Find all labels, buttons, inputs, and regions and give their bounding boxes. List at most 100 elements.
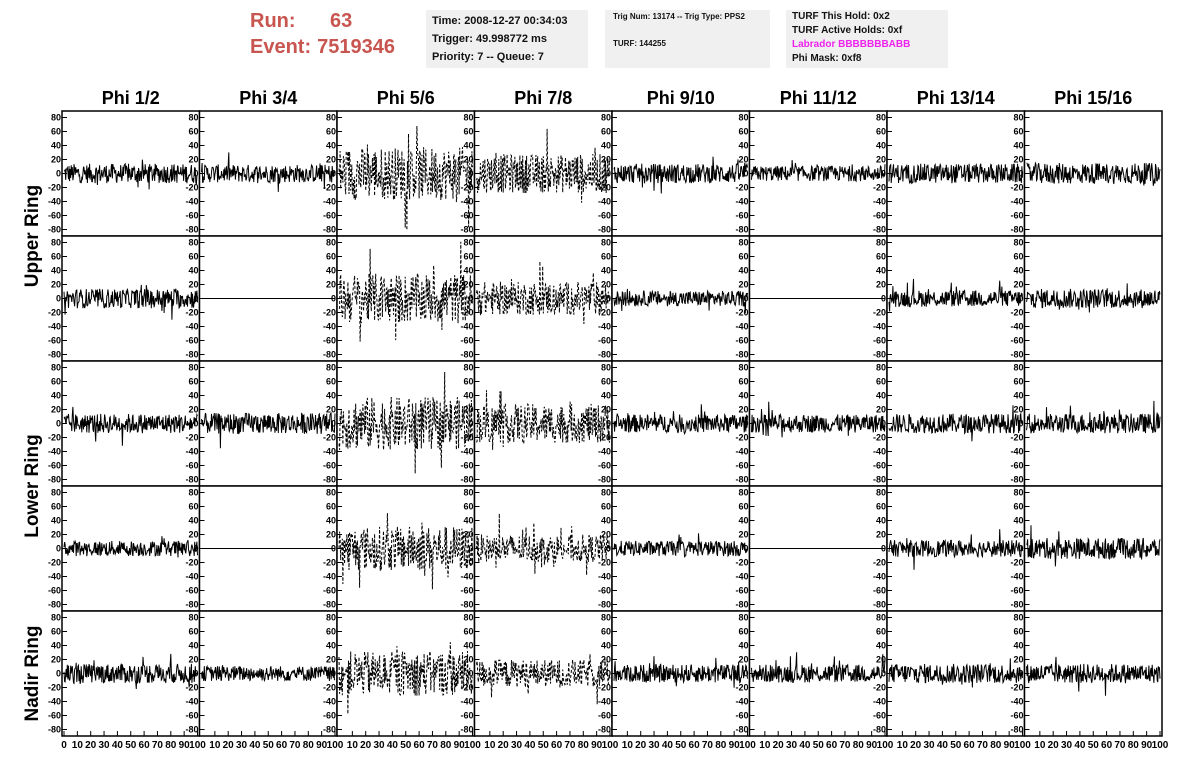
y-tick-label: -40 <box>1010 322 1023 332</box>
y-tick-label: 80 <box>738 363 748 373</box>
y-tick-label: 80 <box>326 363 336 373</box>
y-tick-label: 40 <box>463 141 473 151</box>
y-tick-label: 40 <box>51 141 61 151</box>
row-group-label: Nadir Ring <box>22 625 43 721</box>
x-tick-label: 100 <box>1014 740 1031 751</box>
waveform-trace <box>476 654 611 705</box>
row-group-label: Lower Ring <box>22 434 43 537</box>
y-tick-label: -80 <box>1010 225 1023 235</box>
y-tick-label: -20 <box>323 308 336 318</box>
y-tick-label: 20 <box>188 530 198 540</box>
y-tick-label: -20 <box>460 558 473 568</box>
y-tick-label: 20 <box>51 155 61 165</box>
x-tick-label: 40 <box>799 740 811 751</box>
x-tick-label: 90 <box>1004 740 1016 751</box>
y-tick-label: -60 <box>185 461 198 471</box>
y-tick-label: 0 <box>881 544 886 554</box>
x-tick-label: 40 <box>524 740 536 751</box>
y-tick-label: -40 <box>460 322 473 332</box>
y-tick-label: 0 <box>743 419 748 429</box>
y-tick-label: 0 <box>56 544 61 554</box>
y-tick-label: -60 <box>598 211 611 221</box>
waveform-trace <box>338 513 473 590</box>
y-tick-label: 0 <box>56 419 61 429</box>
y-tick-label: 60 <box>601 502 611 512</box>
y-tick-label: -60 <box>598 711 611 721</box>
y-tick-label: -80 <box>873 725 886 735</box>
y-tick-label: 20 <box>326 405 336 415</box>
column-title: Phi 1/2 <box>102 88 160 108</box>
y-tick-label: 20 <box>463 655 473 665</box>
y-tick-label: -60 <box>185 711 198 721</box>
y-tick-label: 60 <box>326 377 336 387</box>
y-tick-label: 20 <box>188 405 198 415</box>
waveform-trace <box>1026 283 1161 313</box>
y-tick-label: 80 <box>51 113 61 123</box>
x-tick-label: 70 <box>564 740 576 751</box>
y-tick-label: -20 <box>48 308 61 318</box>
y-tick-label: -60 <box>185 336 198 346</box>
y-tick-label: 40 <box>1013 141 1023 151</box>
y-tick-label: 0 <box>56 294 61 304</box>
y-tick-label: 80 <box>876 113 886 123</box>
y-tick-label: 80 <box>876 488 886 498</box>
y-tick-label: -20 <box>598 183 611 193</box>
y-tick-label: -20 <box>48 433 61 443</box>
y-tick-label: -20 <box>323 183 336 193</box>
y-tick-label: 40 <box>1013 641 1023 651</box>
y-tick-label: 60 <box>188 502 198 512</box>
event-label: Event: <box>250 36 312 58</box>
y-tick-label: -80 <box>185 225 198 235</box>
y-tick-label: -80 <box>460 725 473 735</box>
y-tick-label: 80 <box>738 613 748 623</box>
y-tick-label: -80 <box>460 475 473 485</box>
y-tick-label: 60 <box>188 127 198 137</box>
y-tick-label: -20 <box>735 683 748 693</box>
y-tick-label: 80 <box>1013 613 1023 623</box>
column-title: Phi 15/16 <box>1054 88 1132 108</box>
x-tick-label: 20 <box>910 740 922 751</box>
y-tick-label: -80 <box>735 225 748 235</box>
column-title: Phi 9/10 <box>647 88 715 108</box>
y-tick-label: -60 <box>323 461 336 471</box>
y-tick-label: -80 <box>873 600 886 610</box>
trig-num-text: Trig Num: 13174 -- Trig Type: PPS2 <box>613 12 745 21</box>
x-tick-label: 90 <box>454 740 466 751</box>
y-tick-label: -60 <box>460 711 473 721</box>
y-tick-label: 60 <box>1013 377 1023 387</box>
x-tick-label: 100 <box>189 740 206 751</box>
y-tick-label: 0 <box>193 419 198 429</box>
waveform-trace <box>888 162 1023 185</box>
x-tick-label: 40 <box>937 740 949 751</box>
x-tick-label: 10 <box>484 740 496 751</box>
labrador-text: Labrador BBBBBBBABB <box>792 39 911 50</box>
y-tick-label: -20 <box>598 558 611 568</box>
time-text: Time: 2008-12-27 00:34:03 <box>432 15 568 27</box>
x-tick-label: 10 <box>622 740 634 751</box>
y-tick-label: 0 <box>606 294 611 304</box>
y-tick-label: -20 <box>185 433 198 443</box>
y-tick-label: 80 <box>1013 488 1023 498</box>
x-tick-label: 30 <box>511 740 523 751</box>
x-tick-label: 80 <box>853 740 865 751</box>
y-tick-label: -40 <box>48 572 61 582</box>
waveform-trace <box>1026 161 1161 186</box>
y-tick-label: 60 <box>51 627 61 637</box>
x-tick-label: 70 <box>839 740 851 751</box>
x-tick-label: 70 <box>427 740 439 751</box>
y-tick-label: -20 <box>1010 183 1023 193</box>
x-tick-label: 50 <box>813 740 825 751</box>
y-tick-label: 20 <box>463 280 473 290</box>
x-tick-label: 70 <box>702 740 714 751</box>
y-tick-label: -80 <box>873 350 886 360</box>
y-tick-label: 0 <box>468 544 473 554</box>
y-tick-label: -80 <box>48 725 61 735</box>
y-tick-label: 40 <box>738 516 748 526</box>
y-tick-label: 0 <box>331 169 336 179</box>
y-tick-label: 40 <box>51 641 61 651</box>
x-tick-label: 80 <box>715 740 727 751</box>
y-tick-label: 0 <box>468 169 473 179</box>
y-tick-label: -80 <box>460 350 473 360</box>
y-tick-label: -80 <box>735 725 748 735</box>
